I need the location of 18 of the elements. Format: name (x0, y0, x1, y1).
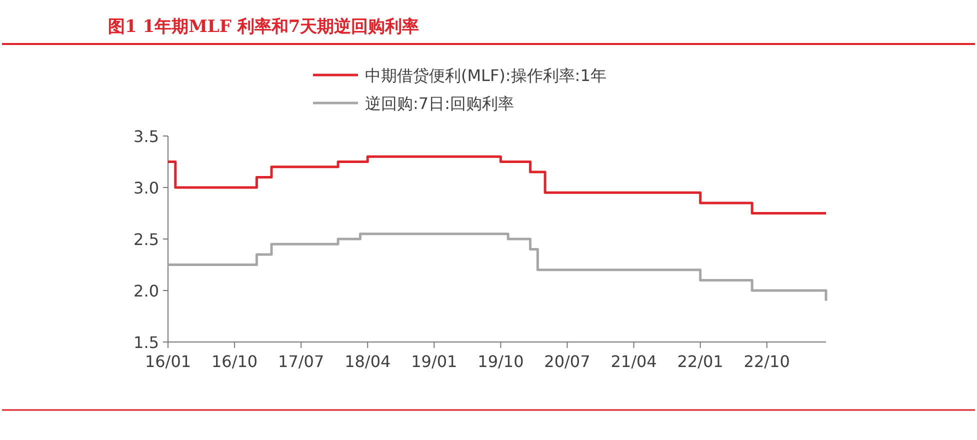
y-tick-label: 1.5 (134, 333, 159, 352)
x-tick-label: 16/01 (144, 352, 192, 371)
x-tick-label: 22/01 (677, 352, 724, 371)
x-tick-label: 18/04 (344, 352, 391, 371)
chart-title: 图1 1年期MLF 利率和7天期逆回购利率 (108, 17, 420, 37)
legend-label: 中期借贷便利(MLF):操作利率:1年 (365, 66, 606, 85)
y-tick-label: 2.5 (134, 230, 159, 249)
x-tick-label: 16/10 (211, 352, 258, 371)
y-tick-label: 3.0 (134, 178, 159, 198)
x-tick-label: 20/07 (544, 352, 590, 371)
y-tick-label: 3.5 (134, 127, 159, 146)
x-tick-label: 17/07 (278, 352, 324, 371)
legend-label: 逆回购:7日:回购利率 (365, 94, 514, 113)
x-tick-label: 21/04 (610, 352, 657, 371)
x-tick-label: 19/01 (411, 352, 458, 371)
x-tick-label: 22/10 (744, 352, 790, 371)
x-tick-label: 19/10 (478, 352, 524, 371)
y-tick-label: 2.0 (134, 282, 159, 300)
